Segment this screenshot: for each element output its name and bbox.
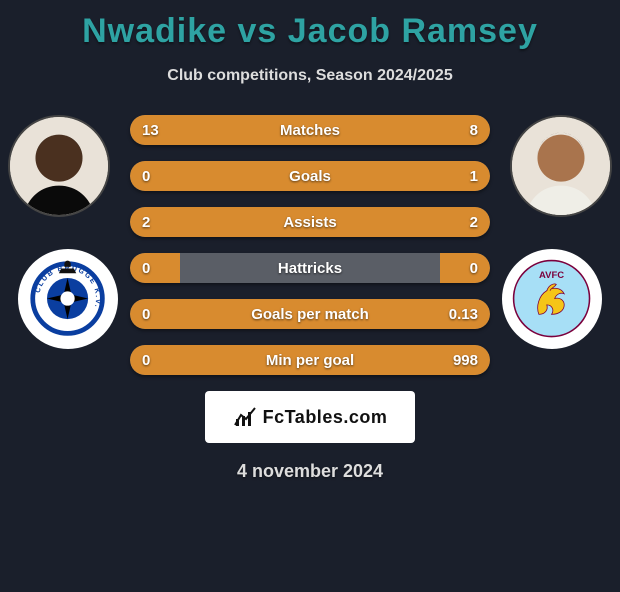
chart-icon <box>233 405 257 429</box>
player-right-avatar <box>510 115 612 217</box>
stat-label: Min per goal <box>130 345 490 375</box>
stat-label: Goals <box>130 161 490 191</box>
svg-text:AVFC: AVFC <box>539 270 564 281</box>
stat-row: 138Matches <box>130 115 490 145</box>
stat-label: Assists <box>130 207 490 237</box>
brand-badge: FcTables.com <box>205 391 415 443</box>
club-brugge-icon: CLUB BRUGGE K.V. <box>28 259 107 338</box>
stats-bars: 138Matches 01Goals 22Assists 00Hattricks 00.… <box>130 115 490 375</box>
comparison-zone: CLUB BRUGGE K.V. AVFC 138Matches 01Goals 2… <box>0 115 620 375</box>
stat-row: 22Assists <box>130 207 490 237</box>
brand-label: FcTables.com <box>263 407 388 428</box>
player-left-avatar <box>8 115 110 217</box>
date-label: 4 november 2024 <box>0 461 620 482</box>
stat-label: Goals per match <box>130 299 490 329</box>
subtitle: Club competitions, Season 2024/2025 <box>0 67 620 85</box>
stat-label: Hattricks <box>130 253 490 283</box>
stat-row: 00Hattricks <box>130 253 490 283</box>
club-aston-villa-icon: AVFC <box>512 259 591 338</box>
stat-row: 01Goals <box>130 161 490 191</box>
player-silhouette-icon <box>10 117 108 215</box>
stat-label: Matches <box>130 115 490 145</box>
player-silhouette-icon <box>512 117 610 215</box>
club-left-logo: CLUB BRUGGE K.V. <box>18 249 118 349</box>
stat-row: 0998Min per goal <box>130 345 490 375</box>
page-title: Nwadike vs Jacob Ramsey <box>0 12 620 51</box>
stat-row: 00.13Goals per match <box>130 299 490 329</box>
club-right-logo: AVFC <box>502 249 602 349</box>
